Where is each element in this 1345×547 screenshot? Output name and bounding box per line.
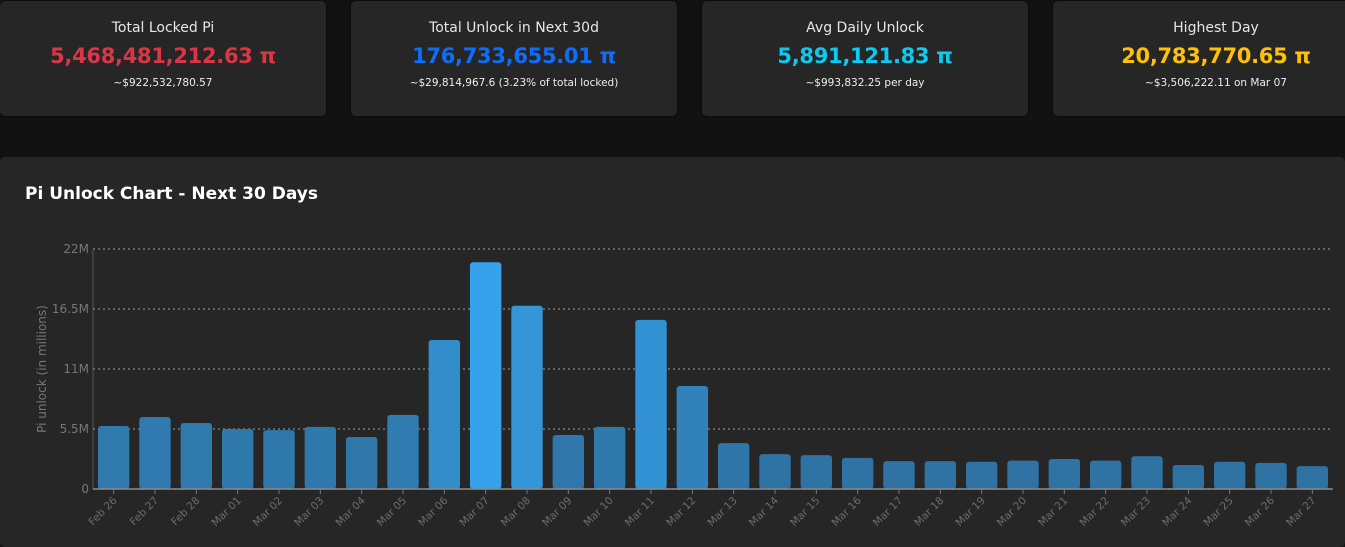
stat-title: Total Locked Pi — [111, 20, 215, 36]
bar — [635, 319, 667, 489]
bar — [180, 423, 213, 489]
stat-subtext: ~$29,814,967.6 (3.23% of total locked) — [409, 77, 619, 89]
x-tick-label: Mar 10 — [581, 495, 615, 529]
bar — [1007, 460, 1039, 489]
stat-value: 20,783,770.65 π — [1121, 44, 1311, 68]
y-tick-label: 16.5M — [52, 302, 89, 316]
y-tick-label: 22M — [63, 242, 89, 256]
x-tick-label: Mar 25 — [1201, 495, 1235, 529]
x-tick-label: Mar 16 — [829, 494, 864, 529]
bar — [965, 461, 998, 489]
bar — [1296, 466, 1329, 489]
x-tick-label: Mar 03 — [292, 495, 326, 529]
chart-panel: Pi Unlock Chart - Next 30 Days 0 5.5M 11M 1… — [0, 157, 1345, 547]
stat-subtext: ~$3,506,222.11 on Mar 07 — [1145, 77, 1287, 89]
x-tick-label: Mar 14 — [747, 494, 782, 529]
x-tick-label: Mar 20 — [995, 495, 1029, 529]
bar — [345, 436, 378, 489]
stat-subtext: ~$922,532,780.57 — [113, 77, 213, 89]
bar — [428, 339, 461, 489]
bar — [469, 262, 502, 489]
x-tick-label: Mar 22 — [1077, 495, 1111, 529]
x-tick-label: Mar 24 — [1160, 494, 1195, 529]
stat-card: Total Locked Pi 5,468,481,212.63 π ~$922… — [0, 1, 326, 116]
stat-card: Total Unlock in Next 30d 176,733,655.01 … — [351, 1, 677, 116]
bar — [387, 414, 419, 489]
x-tick-label: Feb 26 — [86, 494, 120, 528]
bar — [139, 417, 171, 489]
x-tick-label: Mar 07 — [457, 495, 491, 529]
x-tick-label: Mar 02 — [251, 495, 285, 529]
bar — [1048, 459, 1081, 489]
bar-chart: 0 5.5M 11M 16.5M 22M Pi unlock (in millions) F… — [35, 242, 1333, 529]
bar — [717, 443, 750, 489]
x-tick-label: Mar 06 — [416, 494, 451, 529]
x-tick-label: Mar 26 — [1243, 494, 1278, 529]
x-tick-label: Mar 27 — [1284, 495, 1318, 529]
bar — [759, 454, 791, 489]
bar — [304, 426, 337, 489]
x-tick-label: Mar 15 — [788, 495, 822, 529]
bar — [263, 430, 295, 489]
bar — [800, 455, 833, 489]
bar — [1255, 462, 1287, 489]
y-tick-label: 11M — [63, 362, 89, 376]
bar — [593, 426, 626, 489]
x-tick-label: Mar 04 — [333, 494, 368, 529]
bar — [97, 426, 130, 489]
bar — [511, 305, 543, 489]
bar — [883, 461, 915, 489]
x-tick-label: Mar 17 — [871, 495, 905, 529]
bar — [841, 457, 874, 489]
stat-title: Highest Day — [1173, 20, 1259, 36]
x-tick-label: Mar 19 — [953, 495, 987, 529]
x-tick-label: Mar 11 — [623, 495, 657, 529]
x-tick-label: Mar 05 — [375, 495, 409, 529]
x-tick-label: Mar 23 — [1119, 495, 1153, 529]
x-tick-label: Feb 27 — [128, 495, 161, 528]
y-axis-label: Pi unlock (in millions) — [35, 305, 49, 433]
x-tick-label: Mar 01 — [209, 495, 243, 529]
y-tick-label: 5.5M — [60, 422, 89, 436]
x-tick-label: Mar 13 — [705, 495, 739, 529]
x-tick-label: Mar 09 — [540, 495, 574, 529]
bar — [221, 429, 254, 489]
x-tick-label: Mar 12 — [664, 495, 698, 529]
bar — [924, 461, 957, 489]
stat-subtext: ~$993,832.25 per day — [805, 77, 925, 89]
stat-value: 176,733,655.01 π — [412, 44, 616, 68]
x-tick-label: Mar 08 — [499, 495, 533, 529]
chart-title: Pi Unlock Chart - Next 30 Days — [25, 184, 318, 204]
bar — [1213, 461, 1246, 489]
x-tick-label: Mar 18 — [912, 495, 946, 529]
stat-value: 5,891,121.83 π — [777, 44, 953, 68]
x-tick-label: Feb 28 — [169, 495, 202, 528]
bar — [676, 386, 709, 489]
bar — [1089, 460, 1122, 489]
y-tick-label: 0 — [81, 482, 89, 496]
stat-card: Highest Day 20,783,770.65 π ~$3,506,222.… — [1053, 1, 1345, 116]
stat-card: Avg Daily Unlock 5,891,121.83 π ~$993,83… — [702, 1, 1028, 116]
bar — [552, 435, 585, 489]
stat-value: 5,468,481,212.63 π — [50, 44, 276, 68]
bar — [1172, 465, 1205, 489]
x-tick-label: Mar 21 — [1036, 495, 1070, 529]
stat-title: Total Unlock in Next 30d — [429, 20, 599, 36]
stat-title: Avg Daily Unlock — [806, 20, 924, 36]
bar — [1131, 456, 1163, 489]
